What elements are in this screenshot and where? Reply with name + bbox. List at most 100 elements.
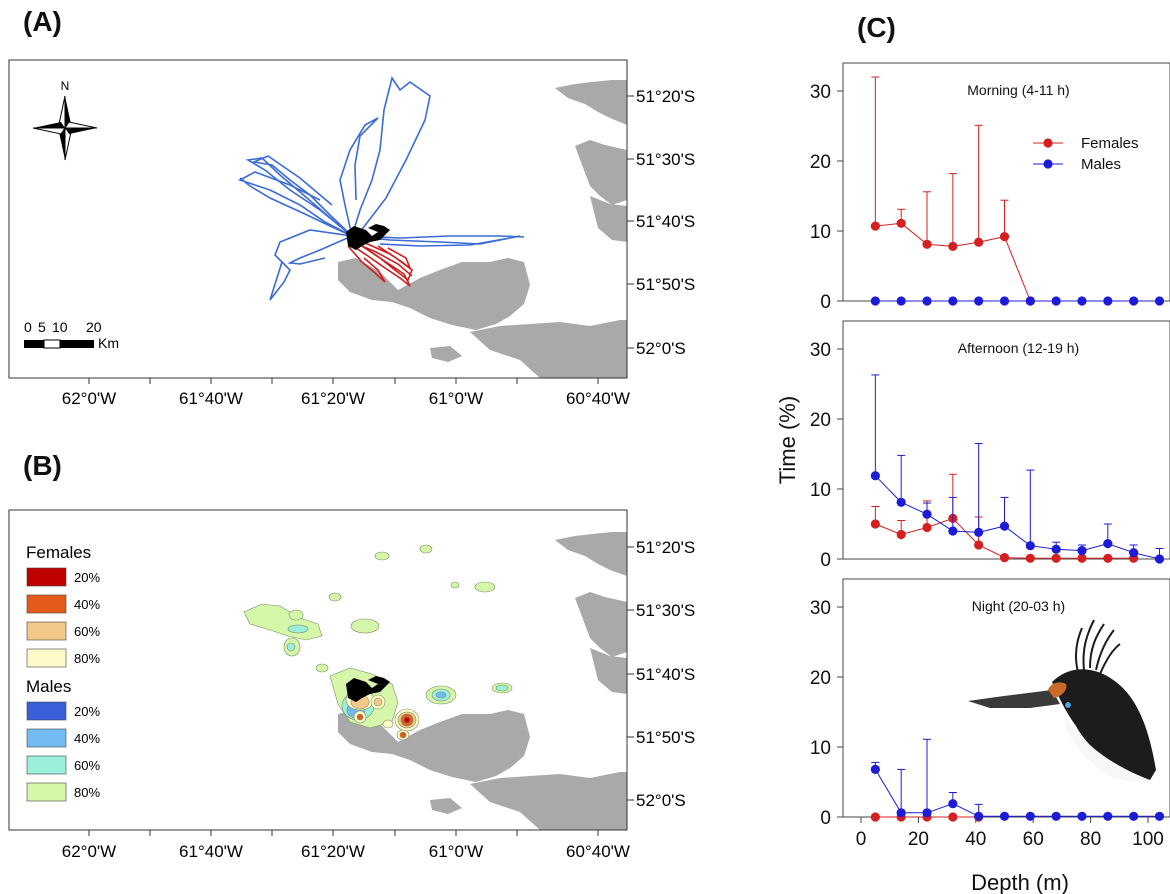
y-tick-label: 10	[810, 222, 831, 243]
x-tick-label: 20	[908, 829, 929, 850]
land-east-islands	[575, 140, 627, 205]
map-a-lon-ticks	[88, 378, 599, 384]
data-point	[1077, 546, 1087, 556]
shag-crest	[1074, 619, 1121, 675]
land-main-falkland	[338, 710, 530, 782]
map-b-frame	[8, 509, 628, 831]
map-a-lon-label: 60°40'W	[566, 389, 630, 408]
x-tick-label: 60	[1023, 829, 1044, 850]
legend-swatch	[26, 728, 67, 748]
x-tick-label: 80	[1080, 829, 1101, 850]
shag-caruncle	[1048, 682, 1067, 698]
data-point	[1025, 553, 1035, 563]
map-a-lon-label: 62°0'W	[62, 389, 116, 408]
data-point	[1051, 544, 1061, 554]
data-point	[870, 764, 880, 775]
legend-label: Females	[1081, 135, 1139, 152]
map-b: 51°20'S 51°30'S 51°40'S 51°50'S 52°0'S 6…	[8, 509, 695, 861]
data-point	[948, 799, 958, 809]
legend-marker	[1043, 159, 1053, 169]
north-label: N	[61, 79, 70, 93]
data-point	[1077, 811, 1087, 821]
data-point	[1154, 811, 1165, 821]
map-a-land	[338, 80, 627, 378]
legend-label: 20%	[74, 704, 100, 719]
panel-label-b: (B)	[23, 450, 62, 481]
land-east-mid	[590, 196, 627, 242]
panel-label-c: (C)	[857, 12, 896, 43]
male-kde-80-e	[328, 592, 342, 602]
male-kde-80-f	[288, 609, 304, 621]
legend-marker	[1043, 138, 1053, 148]
male-kde-80-b	[419, 544, 433, 554]
data-point	[1103, 539, 1113, 549]
data-point	[974, 527, 984, 538]
land-east-mid	[590, 648, 627, 694]
map-b-lat-label: 51°40'S	[636, 665, 695, 684]
map-a-lat-label: 51°20'S	[636, 87, 695, 106]
y-tick-label: 10	[810, 480, 831, 501]
colony-b	[346, 678, 386, 702]
data-point	[1129, 296, 1139, 306]
legend-label: 40%	[74, 731, 100, 746]
subplot-title: Afternoon (12-19 h)	[958, 340, 1079, 356]
map-a: N 0 5 10 20 Km 51°20'S 51°30'S 51°40'S 5…	[8, 59, 695, 408]
data-point	[1077, 296, 1087, 306]
scale-tick-20: 20	[86, 319, 102, 335]
land-southeast	[470, 772, 627, 830]
male-kde-80-west	[243, 603, 323, 641]
y-tick-label: 10	[810, 738, 831, 759]
male-kde-80-a	[374, 551, 390, 561]
map-b-lon-label: 61°20'W	[301, 842, 365, 861]
x-tick-label: 0	[856, 829, 867, 850]
data-point	[974, 811, 984, 821]
legend-swatch	[26, 782, 67, 802]
data-point	[974, 237, 984, 247]
legend-males-title: Males	[26, 677, 71, 696]
data-point	[1025, 296, 1035, 306]
land-main-falkland	[338, 258, 530, 330]
land-east-top	[555, 532, 627, 576]
legend-label: 80%	[74, 785, 100, 800]
data-point	[1103, 811, 1113, 821]
y-tick-label: 20	[810, 668, 831, 689]
map-b-lat-ticks	[627, 546, 634, 801]
male-kde-60-ne	[495, 684, 509, 692]
land-south-coast	[430, 346, 462, 362]
land-south-coast	[430, 798, 462, 814]
map-b-lat-label: 51°50'S	[636, 728, 695, 747]
data-point	[1129, 811, 1139, 821]
data-point	[896, 497, 906, 507]
map-a-lon-label: 61°0'W	[429, 389, 483, 408]
map-b-lon-label: 62°0'W	[62, 842, 116, 861]
subplot-title: Night (20-03 h)	[972, 598, 1065, 614]
scale-tick-5: 5	[38, 319, 46, 335]
data-point	[948, 526, 958, 536]
data-point	[948, 241, 958, 251]
north-arrow	[32, 95, 98, 161]
scale-unit: Km	[98, 335, 119, 351]
data-point	[922, 509, 932, 519]
series-line	[874, 475, 1160, 560]
data-point	[870, 296, 880, 306]
data-point	[974, 540, 984, 550]
legend-label: 40%	[74, 597, 100, 612]
x-tick-label: 40	[965, 829, 986, 850]
land-southeast	[470, 320, 627, 378]
map-a-lat-label: 52°0'S	[636, 339, 686, 358]
map-b-lon-ticks	[88, 830, 599, 836]
data-point	[870, 812, 880, 822]
legend-label: 80%	[74, 651, 100, 666]
x-axis-label: Depth (m)	[971, 870, 1069, 894]
data-point	[999, 553, 1010, 563]
map-a-lat-label: 51°40'S	[636, 212, 695, 231]
map-b-lon-label: 61°40'W	[179, 842, 243, 861]
colony-a-spur	[368, 224, 390, 234]
data-point	[948, 812, 958, 822]
data-point	[870, 221, 880, 231]
scale-tick-0: 0	[24, 319, 32, 335]
male-kde-40-east	[435, 691, 447, 699]
map-b-lat-label: 51°20'S	[636, 538, 695, 557]
male-kde-80-g	[350, 618, 380, 634]
